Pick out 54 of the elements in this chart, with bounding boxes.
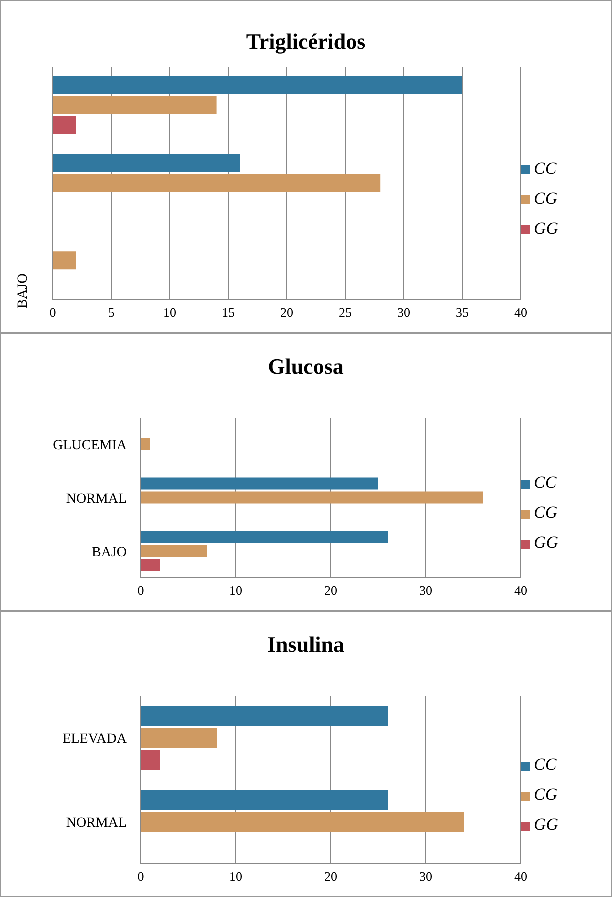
y-tick-label: ELEVADA: [62, 732, 128, 747]
x-tick-label: 10: [164, 305, 176, 320]
bar: [141, 750, 160, 770]
legend-label: CC: [534, 473, 557, 492]
x-tick-label: 10: [230, 583, 242, 598]
chart-title: Insulina: [266, 631, 346, 659]
x-tick-label: 5: [108, 305, 115, 320]
legend-label: CG: [534, 785, 558, 804]
bar: [53, 252, 76, 270]
bar: [53, 96, 217, 114]
legend-label: CG: [534, 503, 558, 522]
legend-label: CC: [534, 158, 557, 178]
legend-label: CC: [534, 755, 557, 774]
chart-title: Glucosa: [267, 353, 345, 381]
x-tick-label: 35: [456, 305, 469, 320]
bar: [141, 438, 150, 450]
x-tick-label: 25: [339, 305, 352, 320]
bar: [53, 116, 76, 134]
x-tick-label: 30: [420, 869, 432, 884]
y-tick-label: NORMAL: [66, 492, 127, 507]
x-tick-label: 20: [324, 583, 338, 598]
chart-title: Triglicéridos: [245, 28, 367, 56]
x-tick-label: 40: [514, 305, 528, 320]
y-tick-label: BAJO: [16, 274, 31, 309]
bar: [141, 812, 464, 832]
legend-label: GG: [534, 533, 559, 552]
x-tick-label: 40: [514, 583, 528, 598]
bar: [53, 154, 240, 172]
x-tick-label: 20: [324, 869, 338, 884]
y-tick-label: BAJO: [92, 545, 127, 560]
bar: [53, 76, 462, 94]
y-tick-label: NORMAL: [66, 816, 127, 831]
bar: [141, 790, 388, 810]
bar: [141, 492, 483, 504]
x-tick-label: 40: [514, 869, 528, 884]
bar: [53, 174, 381, 192]
x-tick-label: 0: [138, 583, 144, 598]
x-tick-label: 0: [50, 305, 56, 320]
bar: [141, 478, 378, 490]
bar: [141, 706, 388, 726]
x-tick-label: 15: [222, 305, 235, 320]
x-tick-label: 30: [398, 305, 410, 320]
legend-label: GG: [534, 218, 559, 238]
bar: [141, 531, 388, 544]
bar: [141, 545, 208, 558]
legend-label: GG: [534, 815, 559, 834]
x-tick-label: 10: [230, 869, 242, 884]
x-tick-label: 0: [138, 869, 144, 884]
x-tick-label: 20: [280, 305, 294, 320]
y-tick-label: GLUCEMIA: [53, 438, 128, 454]
bar: [141, 728, 217, 748]
bar: [141, 559, 160, 572]
x-tick-label: 30: [420, 583, 432, 598]
legend-label: CG: [534, 188, 558, 208]
